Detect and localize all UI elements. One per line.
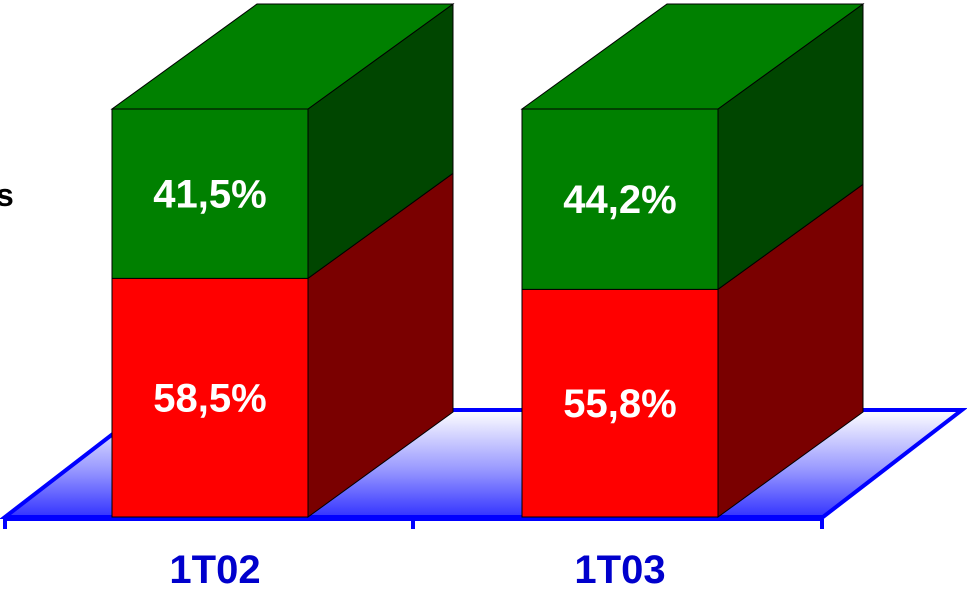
partial-side-text: s xyxy=(0,177,14,213)
x-tick-label: 1T03 xyxy=(574,548,665,592)
data-label: 44,2% xyxy=(563,178,676,222)
bar-segment-top xyxy=(110,3,455,110)
labels-group: 58,5% 41,5% 1T02 55,8% 44,2% 1T03 xyxy=(153,173,676,592)
data-label: 41,5% xyxy=(153,173,266,217)
data-label: 58,5% xyxy=(153,377,266,421)
bar-segment-top xyxy=(520,3,865,110)
bars-group xyxy=(110,3,865,518)
data-label: 55,8% xyxy=(563,382,676,426)
x-tick-label: 1T02 xyxy=(169,548,260,592)
